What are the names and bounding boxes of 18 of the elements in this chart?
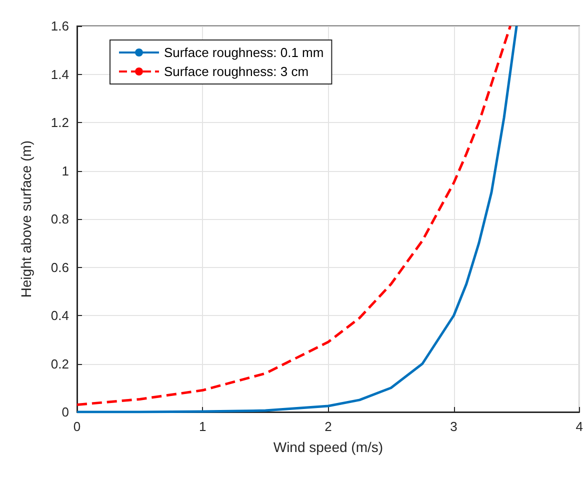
y-tick-label: 0 [62, 404, 69, 420]
y-tick-label: 0.8 [50, 212, 69, 226]
x-tick-label: 1 [198, 419, 206, 434]
y-tick-label: 1.6 [50, 18, 69, 34]
x-axis-title: Wind speed (m/s) [273, 439, 384, 455]
y-tick-label: 0.6 [50, 260, 69, 275]
x-tick-label: 4 [576, 419, 583, 434]
y-tick-label: 0.4 [50, 308, 69, 323]
legend-label: Surface roughness: 0.1 mm [164, 45, 324, 60]
x-tick-label: 0 [73, 419, 81, 434]
y-axis-title: Height above surface (m) [18, 140, 34, 298]
y-tick-label: 0.2 [50, 356, 69, 372]
x-tick-label: 3 [450, 419, 458, 434]
x-tick-label: 2 [324, 419, 332, 434]
y-tick-label: 1 [62, 163, 69, 178]
legend-label: Surface roughness: 3 cm [164, 64, 309, 79]
y-tick-label: 1.4 [50, 66, 69, 82]
y-tick-label: 1.2 [50, 115, 69, 130]
